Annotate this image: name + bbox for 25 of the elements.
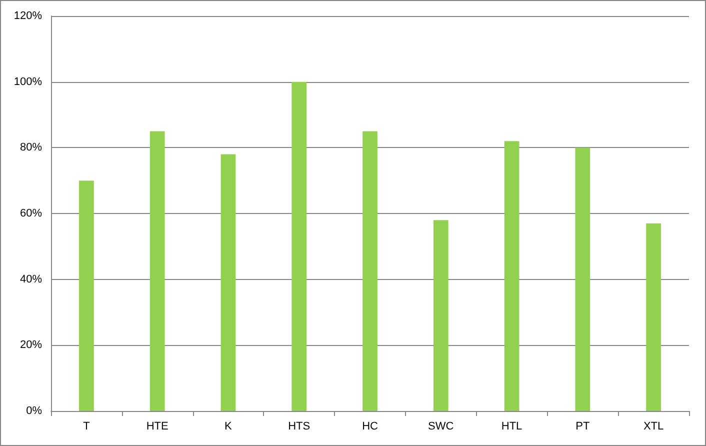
x-tick-label: HTE	[146, 420, 168, 432]
y-tick-label: 80%	[20, 142, 42, 154]
y-tick-label: 40%	[20, 273, 42, 286]
x-tick-label: HTS	[288, 420, 310, 432]
bar	[504, 141, 520, 411]
bar	[362, 131, 378, 411]
y-tick-label: 20%	[20, 339, 42, 352]
x-tick-label: HTL	[501, 420, 522, 432]
x-tick-label: SWC	[428, 420, 454, 432]
y-tick-label: 0%	[26, 405, 42, 417]
bar	[292, 82, 307, 411]
x-tick-label: XTL	[643, 420, 664, 432]
bar	[150, 131, 165, 411]
bar	[575, 148, 590, 411]
y-tick-label: 100%	[14, 76, 42, 88]
x-tick-label: K	[224, 420, 233, 432]
x-tick-label: PT	[576, 420, 590, 432]
bar	[220, 154, 236, 411]
bar	[646, 223, 661, 411]
x-tick-label: T	[83, 420, 90, 432]
bar	[433, 220, 448, 411]
bar	[79, 180, 94, 411]
y-tick-label: 60%	[20, 208, 42, 220]
x-tick-label: HC	[362, 420, 378, 432]
y-tick-label: 120%	[14, 10, 42, 22]
